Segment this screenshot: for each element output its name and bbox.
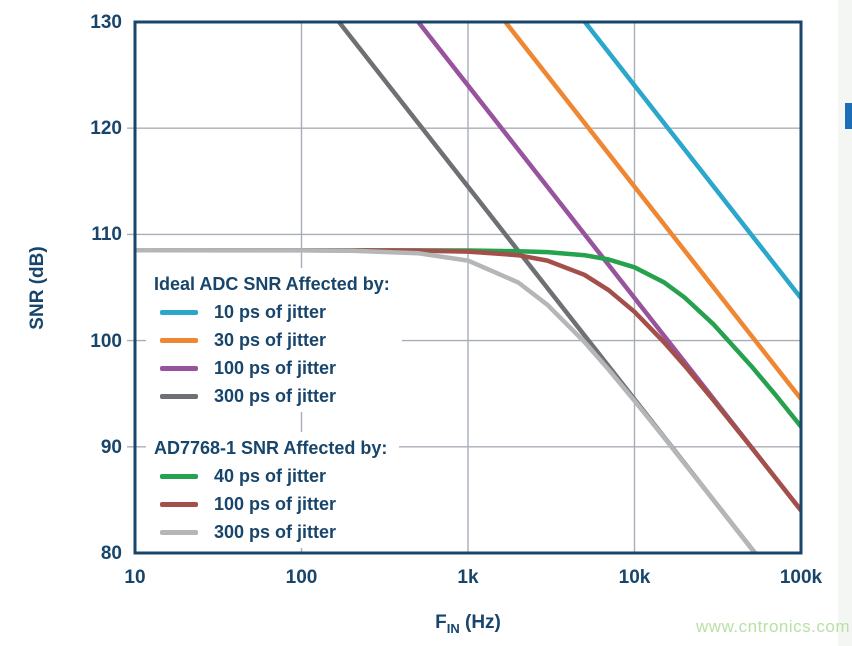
legend-ideal-adc: Ideal ADC SNR Affected by: 10 ps of jitt… xyxy=(146,268,402,412)
series-line xyxy=(503,22,801,401)
line-swatch-dark-gray xyxy=(160,393,198,399)
y-tick-label: 100 xyxy=(90,330,122,352)
legend-item: 300 ps of jitter xyxy=(154,386,390,406)
legend-item-label: 300 ps of jitter xyxy=(214,522,337,542)
series-line xyxy=(135,248,758,553)
x-axis-title: FIN (Hz) xyxy=(435,612,501,636)
legend-item: 40 ps of jitter xyxy=(154,466,387,486)
legend-item-label: 40 ps of jitter xyxy=(214,466,327,486)
x-tick-label: 1k xyxy=(457,567,479,588)
legend-header: AD7768-1 SNR Affected by: xyxy=(154,438,388,458)
legend-item: 300 ps of jitter xyxy=(154,522,387,542)
x-tick-label: 100k xyxy=(779,567,823,588)
x-tick-label: 10 xyxy=(124,567,146,588)
legend-item-label: 100 ps of jitter xyxy=(214,494,337,514)
y-tick-label: 120 xyxy=(90,118,122,140)
x-tick-label: 10k xyxy=(618,567,651,588)
plot-frame xyxy=(133,20,803,555)
y-tick-label: 80 xyxy=(100,543,122,564)
y-axis-title: SNR (dB) xyxy=(27,246,48,330)
y-tick-label: 90 xyxy=(100,436,122,458)
legend-item: 30 ps of jitter xyxy=(154,330,390,350)
watermark-text: www.cntronics.com xyxy=(696,617,850,636)
legend-item: 100 ps of jitter xyxy=(154,358,390,378)
legend-item-label: 300 ps of jitter xyxy=(214,386,337,406)
x-axis-title-symbol: F xyxy=(435,612,447,633)
line-swatch-brick-red xyxy=(160,501,198,507)
x-axis-title-subscript: IN xyxy=(446,620,460,636)
x-axis-title-unit: (Hz) xyxy=(459,612,501,633)
line-swatch-purple xyxy=(160,365,198,371)
line-swatch-green xyxy=(160,473,198,479)
line-swatch-cyan xyxy=(160,309,198,315)
series-line xyxy=(135,248,801,512)
y-tick-label: 110 xyxy=(91,224,122,246)
legend-item: 100 ps of jitter xyxy=(154,494,387,514)
line-swatch-orange xyxy=(160,337,198,343)
legend-header: Ideal ADC SNR Affected by: xyxy=(154,274,390,294)
legend-ad7768-1: AD7768-1 SNR Affected by: 40 ps of jitte… xyxy=(146,432,400,548)
legend-item: 10 ps of jitter xyxy=(154,302,390,322)
legend-item-label: 10 ps of jitter xyxy=(214,302,327,322)
legend-item-label: 30 ps of jitter xyxy=(214,330,327,350)
line-swatch-light-gray xyxy=(160,529,198,535)
right-edge-blue-marker xyxy=(845,103,852,129)
page-edge-strip xyxy=(838,0,852,646)
legend-item-label: 100 ps of jitter xyxy=(214,358,337,378)
series-line xyxy=(583,22,801,300)
x-tick-label: 100 xyxy=(285,567,318,588)
y-tick-label: 130 xyxy=(90,12,122,33)
